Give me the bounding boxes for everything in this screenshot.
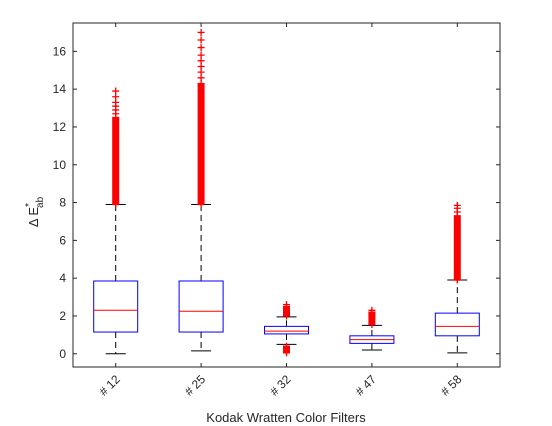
- outlier-band: [453, 215, 461, 281]
- y-tick-label: 12: [53, 120, 67, 134]
- outlier-marker: [453, 201, 461, 209]
- outlier-marker: [197, 44, 205, 52]
- outlier-band: [283, 306, 290, 316]
- outlier-band: [368, 312, 376, 325]
- outlier-marker: [197, 51, 205, 59]
- y-axis-label-subscript: ab: [35, 196, 46, 208]
- x-tick-label: # 58: [438, 372, 465, 399]
- outlier-marker: [368, 320, 376, 328]
- outlier-marker: [197, 200, 205, 208]
- x-tick-label: # 32: [267, 372, 294, 399]
- box-iqr: [178, 280, 224, 333]
- box-group: [434, 215, 480, 354]
- x-axis-label: Kodak Wratten Color Filters: [206, 410, 366, 425]
- box-iqr: [434, 312, 480, 337]
- box-group: [178, 83, 224, 352]
- box-iqr: [264, 325, 309, 335]
- outlier-marker: [112, 200, 120, 208]
- y-tick-label: 16: [53, 44, 67, 58]
- outlier-marker: [283, 301, 290, 309]
- outlier-band: [112, 117, 120, 205]
- box-group: [349, 312, 395, 351]
- outlier-marker: [283, 312, 290, 320]
- box-group: [93, 117, 139, 355]
- outlier-marker: [197, 28, 205, 36]
- outlier-marker: [368, 306, 376, 314]
- y-tick-label: 4: [59, 271, 66, 285]
- y-axis-label-main: Δ E: [26, 207, 41, 228]
- outlier-marker: [112, 87, 120, 95]
- outlier-marker: [197, 36, 205, 44]
- y-tick-label: 2: [59, 309, 66, 323]
- box-iqr: [93, 280, 139, 333]
- plot-area: 0 2 4 6 8 10 12 14 16 # 12 # 25 # 32 # 47 # 58: [53, 22, 501, 399]
- y-tick-label: 10: [53, 158, 67, 172]
- outlier-marker: [283, 342, 290, 350]
- y-axis-label-superscript: *: [24, 203, 35, 207]
- x-tick-label: # 47: [353, 372, 380, 399]
- x-tick-label: # 25: [182, 372, 209, 399]
- x-tick-label: # 12: [96, 372, 123, 399]
- y-tick-label: 6: [59, 233, 66, 247]
- outlier-marker: [453, 276, 461, 284]
- y-tick-label: 8: [59, 196, 66, 210]
- y-tick-label: 14: [53, 82, 67, 96]
- outlier-band: [197, 83, 205, 205]
- y-axis-label: Δ E*ab: [24, 196, 46, 227]
- y-tick-label: 0: [59, 347, 66, 361]
